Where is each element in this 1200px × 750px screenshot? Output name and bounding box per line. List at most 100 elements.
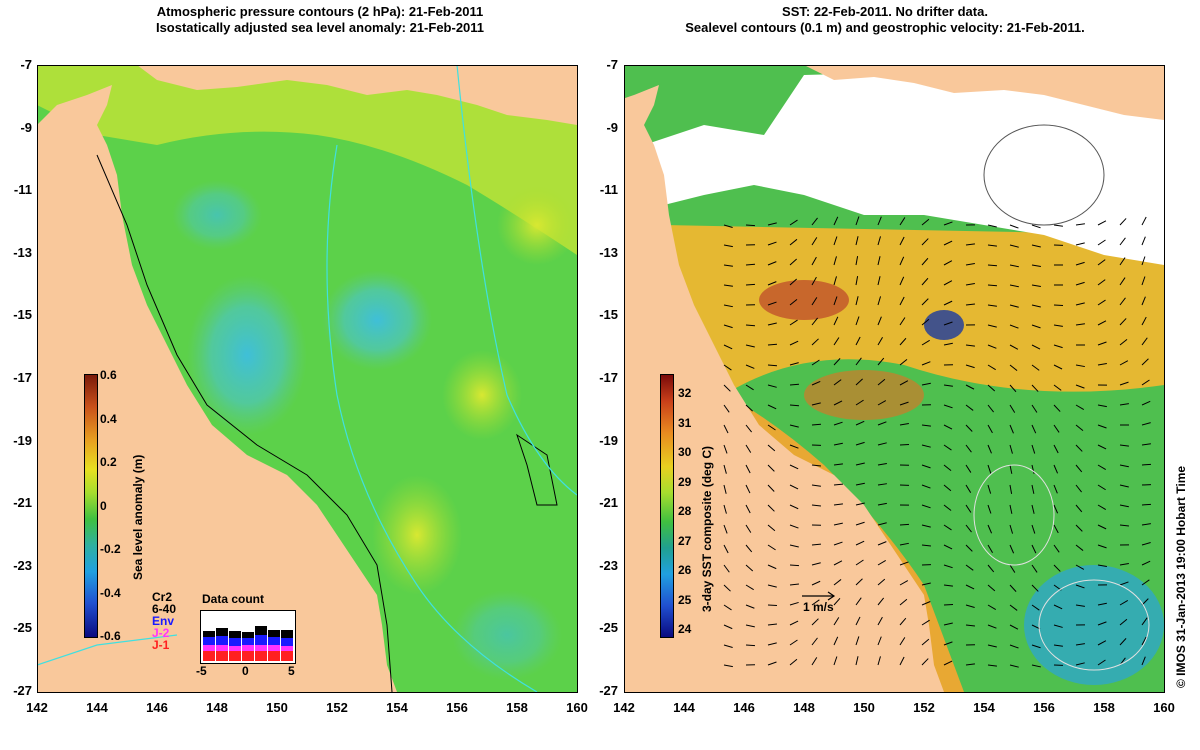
velocity-arrow	[745, 504, 751, 514]
left-title-line2: Isostatically adjusted sea level anomaly…	[155, 20, 485, 35]
velocity-arrow	[987, 424, 993, 434]
velocity-arrow	[1141, 443, 1151, 446]
velocity-arrow	[789, 340, 799, 346]
inset-bar	[229, 638, 241, 646]
velocity-arrow	[1031, 464, 1035, 474]
velocity-arrow	[965, 484, 972, 493]
velocity-arrow	[1031, 524, 1036, 534]
velocity-arrow	[1009, 624, 1019, 630]
velocity-arrow	[921, 298, 929, 306]
velocity-arrow	[723, 324, 733, 329]
velocity-arrow	[723, 404, 730, 413]
velocity-arrow	[1009, 644, 1019, 649]
velocity-arrow	[855, 540, 865, 546]
right-x-tick: 154	[973, 700, 995, 715]
velocity-arrow	[723, 344, 733, 350]
velocity-arrow	[1119, 403, 1129, 406]
velocity-arrow	[1141, 617, 1148, 626]
velocity-arrow	[745, 344, 755, 348]
velocity-arrow	[965, 444, 972, 453]
inset-legend-item: J-2	[152, 626, 170, 640]
right-map	[624, 65, 1164, 692]
right-map-hot-spot-2	[804, 370, 924, 420]
right-colorbar-tick: 31	[678, 415, 692, 430]
velocity-arrow	[1141, 463, 1152, 466]
left-map-north-shelf	[37, 65, 577, 255]
velocity-arrow	[1075, 223, 1085, 226]
velocity-arrow	[943, 484, 952, 492]
velocity-arrow	[723, 664, 733, 668]
velocity-arrow	[767, 584, 777, 588]
velocity-arrow	[811, 543, 822, 546]
velocity-arrow	[899, 523, 910, 526]
velocity-arrow	[1141, 503, 1152, 506]
velocity-arrow	[745, 364, 755, 369]
right-colorbar-tick: 28	[678, 504, 692, 518]
left-map-high-anomaly-3	[497, 185, 577, 265]
velocity-arrow	[723, 464, 727, 474]
velocity-arrow	[723, 584, 731, 592]
left-x-tick: 156	[446, 700, 468, 715]
velocity-arrow	[921, 238, 929, 246]
velocity-arrow	[1075, 524, 1083, 532]
velocity-arrow	[1009, 284, 1019, 288]
velocity-arrow	[767, 222, 777, 226]
right-x-tick: 152	[913, 700, 935, 715]
inset-bar	[229, 646, 241, 651]
right-map-land-new-guinea	[804, 65, 1164, 120]
right-y-tick: -27	[599, 683, 618, 698]
right-map-warm-band	[664, 225, 1164, 395]
velocity-arrow	[833, 560, 843, 566]
velocity-arrow	[965, 364, 975, 369]
copyright-text: © IMOS 31-Jan-2013 19:00 Hobart Time	[1174, 465, 1188, 688]
velocity-arrow	[855, 399, 864, 406]
velocity-arrow	[877, 316, 882, 326]
velocity-arrow	[1031, 384, 1039, 392]
left-y-tick: -11	[13, 182, 32, 198]
velocity-arrow	[1031, 504, 1035, 514]
left-x-tick: 154	[386, 700, 408, 715]
right-x-tick: 146	[733, 700, 755, 715]
velocity-arrow	[1097, 464, 1107, 470]
velocity-arrow	[1119, 504, 1129, 508]
velocity-arrow	[987, 224, 997, 228]
velocity-arrow	[767, 301, 777, 306]
velocity-arrow	[745, 484, 751, 494]
velocity-arrow	[767, 444, 776, 452]
velocity-arrow	[1031, 224, 1041, 229]
velocity-arrow	[1075, 564, 1085, 570]
velocity-arrow	[965, 624, 975, 627]
left-colorbar-tick: 0.2	[100, 455, 117, 469]
velocity-arrow	[987, 264, 998, 267]
velocity-arrow	[987, 604, 997, 610]
velocity-arrow	[877, 462, 887, 466]
velocity-arrow	[723, 424, 729, 434]
velocity-arrow	[811, 637, 818, 646]
velocity-arrow	[987, 324, 997, 328]
right-colorbar-tick: 30	[678, 445, 692, 459]
velocity-arrow	[1141, 422, 1151, 426]
velocity-arrow	[1075, 364, 1085, 368]
velocity-arrow	[899, 598, 908, 606]
velocity-arrow	[877, 336, 883, 346]
velocity-arrow	[833, 296, 838, 306]
velocity-arrow	[767, 384, 777, 388]
velocity-arrow	[811, 580, 821, 586]
velocity-arrow	[723, 364, 732, 371]
velocity-arrow	[833, 636, 839, 646]
velocity-arrow	[943, 622, 953, 626]
velocity-arrow	[855, 482, 865, 486]
velocity-arrow	[1075, 464, 1083, 473]
velocity-arrow	[789, 484, 799, 490]
velocity-arrow	[1075, 424, 1084, 432]
right-x-tick: 150	[853, 700, 875, 715]
velocity-arrow	[921, 619, 930, 626]
velocity-arrow	[833, 503, 843, 506]
left-map-low-anomaly-4	[452, 590, 562, 680]
velocity-arrow	[1031, 404, 1038, 413]
velocity-arrow	[1031, 364, 1040, 371]
velocity-arrow	[943, 504, 952, 511]
velocity-arrow	[1141, 358, 1149, 366]
velocity-arrow	[745, 644, 756, 647]
velocity-arrow	[1075, 444, 1083, 452]
